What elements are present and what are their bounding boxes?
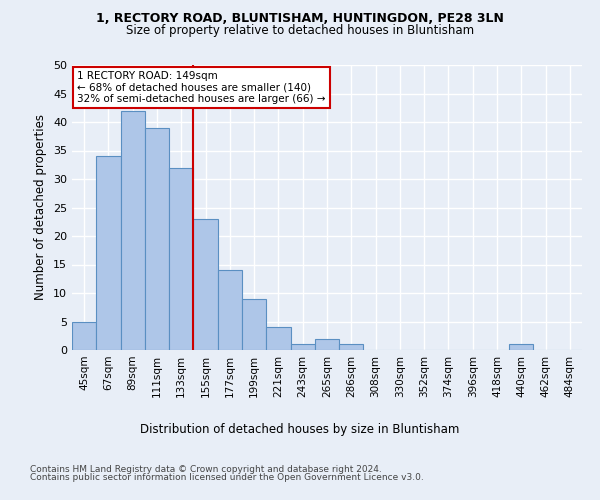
Bar: [242, 298, 266, 350]
Bar: [96, 156, 121, 350]
Text: 1 RECTORY ROAD: 149sqm
← 68% of detached houses are smaller (140)
32% of semi-de: 1 RECTORY ROAD: 149sqm ← 68% of detached…: [77, 70, 326, 104]
Bar: [266, 327, 290, 350]
Text: Contains HM Land Registry data © Crown copyright and database right 2024.: Contains HM Land Registry data © Crown c…: [30, 465, 382, 474]
Bar: [509, 344, 533, 350]
Bar: [72, 322, 96, 350]
Bar: [193, 219, 218, 350]
Text: Distribution of detached houses by size in Bluntisham: Distribution of detached houses by size …: [140, 422, 460, 436]
Bar: [121, 110, 145, 350]
Text: Size of property relative to detached houses in Bluntisham: Size of property relative to detached ho…: [126, 24, 474, 37]
Text: 1, RECTORY ROAD, BLUNTISHAM, HUNTINGDON, PE28 3LN: 1, RECTORY ROAD, BLUNTISHAM, HUNTINGDON,…: [96, 12, 504, 26]
Bar: [339, 344, 364, 350]
Bar: [145, 128, 169, 350]
Bar: [218, 270, 242, 350]
Bar: [290, 344, 315, 350]
Bar: [169, 168, 193, 350]
Y-axis label: Number of detached properties: Number of detached properties: [34, 114, 47, 300]
Bar: [315, 338, 339, 350]
Text: Contains public sector information licensed under the Open Government Licence v3: Contains public sector information licen…: [30, 472, 424, 482]
